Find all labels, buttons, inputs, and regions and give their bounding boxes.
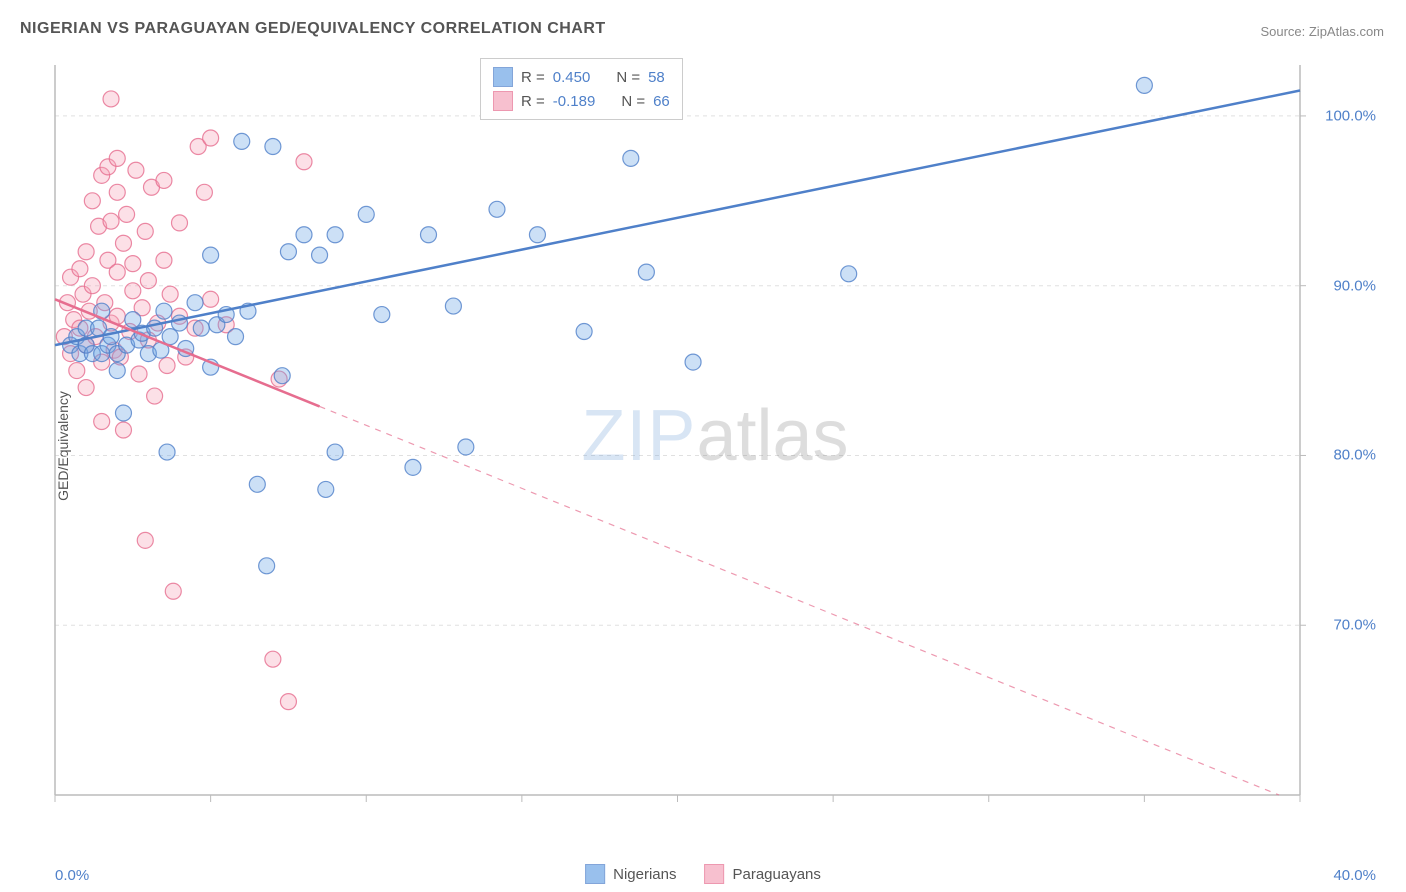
x-axis-max-label: 40.0%: [1333, 867, 1376, 884]
swatch-nigerians-bottom: [585, 864, 605, 884]
legend-item-nigerians: Nigerians: [585, 864, 676, 884]
legend-item-paraguayans: Paraguayans: [704, 864, 820, 884]
series-legend: Nigerians Paraguayans: [585, 864, 821, 884]
series-name-nigerians: Nigerians: [613, 866, 676, 883]
y-tick-label: 100.0%: [1325, 107, 1376, 124]
n-prefix: N =: [616, 69, 640, 86]
source-label: Source: ZipAtlas.com: [1260, 24, 1384, 39]
r-prefix: R =: [521, 93, 545, 110]
scatter-svg: [50, 55, 1380, 825]
n-value-nigerians: 58: [648, 69, 665, 86]
y-tick-label: 90.0%: [1333, 277, 1376, 294]
legend-row-paraguayans: R = -0.189 N = 66: [493, 89, 670, 113]
series-name-paraguayans: Paraguayans: [732, 866, 820, 883]
correlation-legend: R = 0.450 N = 58 R = -0.189 N = 66: [480, 58, 683, 120]
n-value-paraguayans: 66: [653, 93, 670, 110]
swatch-nigerians: [493, 67, 513, 87]
r-prefix: R =: [521, 69, 545, 86]
swatch-paraguayans: [493, 91, 513, 111]
y-tick-label: 80.0%: [1333, 447, 1376, 464]
legend-row-nigerians: R = 0.450 N = 58: [493, 65, 670, 89]
plot-area: ZIPatlas: [50, 55, 1380, 825]
n-prefix: N =: [621, 93, 645, 110]
y-tick-label: 70.0%: [1333, 617, 1376, 634]
r-value-paraguayans: -0.189: [553, 93, 596, 110]
swatch-paraguayans-bottom: [704, 864, 724, 884]
r-value-nigerians: 0.450: [553, 69, 591, 86]
chart-title: NIGERIAN VS PARAGUAYAN GED/EQUIVALENCY C…: [20, 20, 606, 38]
x-axis-min-label: 0.0%: [55, 867, 89, 884]
chart-container: NIGERIAN VS PARAGUAYAN GED/EQUIVALENCY C…: [0, 0, 1406, 892]
